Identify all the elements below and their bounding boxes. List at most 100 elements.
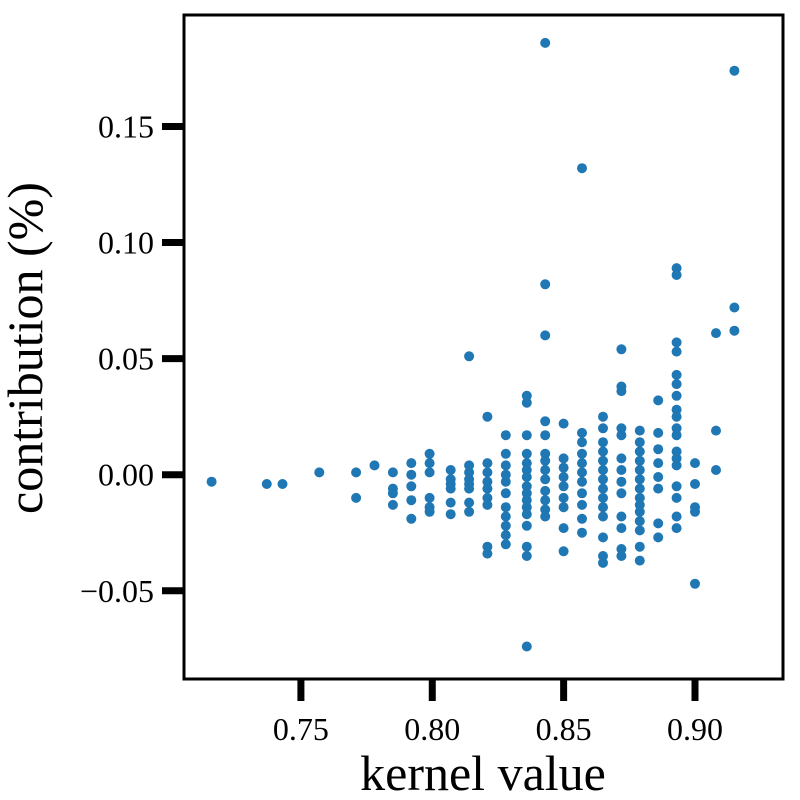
data-point [671,369,682,380]
data-point [558,462,569,473]
data-point [540,511,551,522]
data-point [598,551,608,561]
data-point [540,474,551,485]
data-point [634,516,645,527]
data-point [671,390,682,401]
x-axis-ticks: 0.75 0.80 0.85 0.90 [273,679,723,747]
data-point [424,448,435,459]
data-point [616,386,627,397]
data-point [577,488,587,499]
data-point [424,467,435,478]
data-point [540,279,551,290]
data-point [671,492,682,503]
data-point [482,458,493,469]
data-point [598,465,608,475]
data-point [445,483,456,494]
data-point [634,446,645,457]
data-point [521,520,532,531]
data-point [616,488,627,499]
data-point [540,504,551,515]
data-point [671,453,682,464]
data-point [500,448,511,459]
data-point [616,476,627,487]
data-point [521,458,532,469]
data-point [671,404,682,415]
data-point [634,541,645,552]
data-point [482,467,493,478]
data-point [500,430,511,441]
data-point [500,460,511,471]
data-point [653,427,664,438]
data-point [540,430,551,441]
plot-frame [182,13,785,681]
data-point [351,492,362,503]
data-point [616,551,627,561]
data-point [482,476,493,487]
data-point [482,483,493,494]
data-point [558,492,569,503]
data-point [445,497,456,508]
data-point [445,509,456,520]
data-point [729,325,740,336]
data-point [577,476,587,487]
data-point [671,411,682,422]
data-point [387,488,398,499]
data-point [690,458,700,469]
data-point [521,472,532,482]
data-point [711,425,721,436]
data-point [653,472,664,482]
x-tick-label: 0.85 [536,711,592,747]
data-point [671,446,682,457]
data-point [577,499,587,510]
data-point [616,465,627,475]
data-point [558,472,569,482]
data-point [598,483,608,494]
data-point [616,423,627,434]
data-point [464,483,475,494]
data-point [558,453,569,464]
data-point [711,465,721,475]
y-tick-label: 0.05 [98,341,154,377]
data-point [634,437,645,448]
data-point [540,465,551,475]
data-point [406,481,417,492]
data-point [690,506,700,517]
data-point [671,423,682,434]
data-point [598,502,608,513]
data-point [671,346,682,357]
data-point [653,518,664,529]
data-point [521,495,532,506]
data-point [464,351,475,362]
data-point [482,541,493,552]
data-point [653,458,664,469]
data-point [482,548,493,559]
data-point [540,37,551,48]
y-axis-label: contribution (%) [0,182,53,514]
data-point [521,448,532,459]
data-point [482,499,493,510]
data-point [729,302,740,313]
data-point [500,539,511,550]
data-point [711,328,721,339]
data-point [598,411,608,422]
data-point [500,530,511,541]
data-point [521,551,532,561]
data-point [671,337,682,348]
data-point [616,453,627,464]
data-point [690,479,700,489]
data-point [540,495,551,506]
data-point [634,492,645,503]
data-point [445,465,456,475]
data-point [671,523,682,534]
data-point [540,448,551,459]
data-point [351,467,362,478]
data-point [598,532,608,543]
data-point [616,544,627,554]
data-point [206,476,217,487]
data-point [671,263,682,274]
data-point [690,578,700,589]
data-point [577,458,587,469]
data-point [500,469,511,480]
data-point [577,513,587,524]
data-point [314,467,325,478]
